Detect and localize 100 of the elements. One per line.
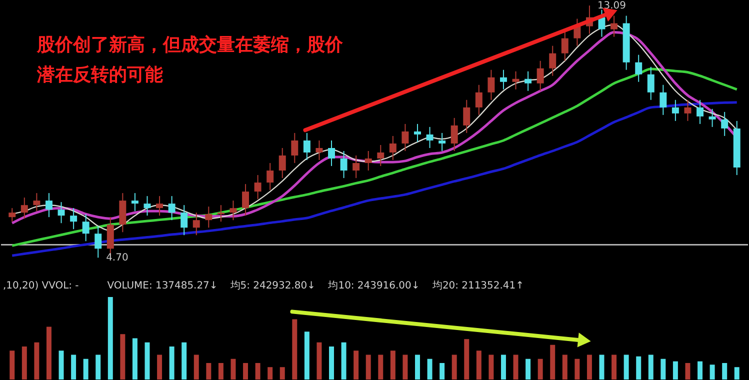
bar: [144, 342, 150, 380]
bar: [157, 354, 162, 380]
bar: [550, 344, 556, 380]
candlestick: [82, 214, 90, 242]
text: 均5: 242932.80↓: [229, 280, 316, 292]
bar: [378, 354, 384, 380]
candlestick: [45, 192, 52, 218]
annotation: 股价创了新高，但成交量在萎缩，股价: [36, 34, 344, 56]
bar: [574, 358, 580, 380]
candlestick: [58, 202, 65, 224]
bar: [415, 354, 420, 380]
bar: [390, 350, 396, 380]
bar: [660, 358, 666, 380]
bar: [10, 350, 15, 380]
bar: [500, 354, 506, 380]
bar: [22, 346, 27, 380]
bar: [304, 332, 310, 380]
candlestick: [205, 206, 212, 228]
candlestick: [647, 66, 654, 100]
text: ,10,20) VVOL: -: [2, 280, 80, 292]
bar: [120, 334, 126, 380]
candlestick: [168, 196, 176, 221]
bar: [648, 354, 654, 380]
candlestick: [266, 162, 274, 191]
annotation: 4.70: [106, 252, 128, 264]
bar: [710, 364, 715, 380]
candlestick: [450, 117, 458, 152]
bar: [538, 358, 543, 380]
candlestick: [303, 132, 310, 161]
candlestick: [610, 15, 618, 38]
candlestick: [144, 196, 151, 216]
bar: [734, 367, 740, 380]
candlestick: [708, 108, 716, 128]
candlestick: [340, 150, 348, 179]
bar: [206, 362, 212, 380]
bar: [71, 354, 76, 380]
candlestick: [660, 84, 667, 116]
bar: [402, 354, 408, 380]
bar: [243, 362, 248, 380]
candlestick: [70, 208, 78, 230]
candlestick: [291, 132, 298, 164]
bar: [354, 350, 359, 380]
bar: [46, 326, 52, 380]
bar: [476, 350, 482, 380]
candlestick: [278, 147, 286, 179]
bar: [194, 354, 199, 380]
bar: [230, 358, 236, 380]
bar: [329, 346, 334, 380]
bar: [586, 354, 592, 380]
candlestick: [684, 99, 692, 122]
bar: [685, 362, 690, 380]
bar: [292, 319, 298, 380]
candlestick: [488, 69, 495, 100]
bar: [132, 338, 138, 380]
bar: [672, 361, 678, 380]
bar: [722, 362, 728, 380]
annotation: 潜在反转的可能: [36, 64, 163, 86]
candlestick: [389, 135, 396, 161]
bar: [427, 358, 432, 380]
bar: [599, 354, 604, 380]
text: VOLUME: 137485.27↓: [107, 280, 218, 292]
bar: [464, 339, 470, 380]
bar: [698, 361, 703, 380]
bar: [280, 367, 285, 380]
candlestick: [33, 192, 40, 212]
candlestick: [94, 226, 102, 258]
bar: [452, 354, 457, 380]
text: 均10: 243916.00↓: [327, 280, 420, 292]
bar: [268, 367, 273, 380]
bar: [58, 350, 64, 380]
bar: [513, 354, 518, 380]
bar: [440, 362, 445, 380]
candlestick: [230, 200, 237, 221]
bar: [526, 358, 531, 380]
candlestick: [721, 111, 728, 136]
candlestick: [561, 30, 568, 62]
bar: [108, 297, 113, 380]
candlestick: [402, 123, 409, 152]
candlestick: [463, 99, 470, 134]
candlestick: [438, 132, 446, 152]
bar: [636, 356, 642, 380]
candlestick: [524, 70, 532, 92]
candlestick: [8, 208, 16, 222]
candlestick: [242, 184, 250, 216]
bar: [562, 354, 568, 380]
text: 均20: 211352.41↑: [431, 280, 524, 292]
bar: [341, 342, 346, 380]
candlestick: [131, 192, 138, 212]
candlestick: [536, 60, 544, 92]
candlestick: [217, 204, 224, 222]
bar: [169, 346, 174, 380]
candlestick: [192, 212, 200, 236]
candlestick: [180, 204, 188, 236]
candlestick: [672, 99, 679, 122]
candlestick: [414, 123, 421, 142]
candlestick: [328, 140, 335, 167]
candlestick: [20, 197, 28, 220]
candlestick: [475, 84, 482, 116]
candlestick: [316, 140, 323, 161]
bar: [488, 354, 494, 380]
